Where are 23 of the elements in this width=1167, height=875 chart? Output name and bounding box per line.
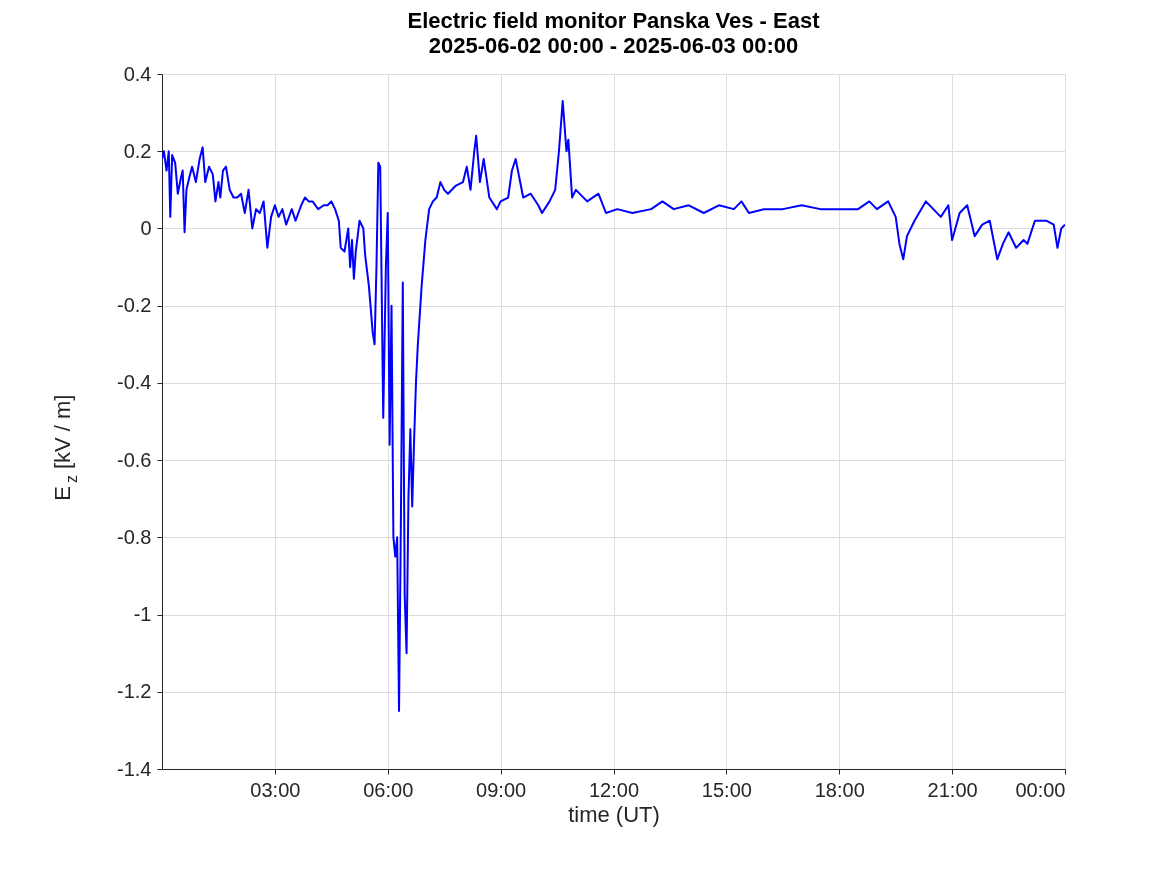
x-tick-label: 18:00 [814,778,865,801]
x-tick-label: 15:00 [701,778,752,801]
y-tick-label: -0.2 [117,294,152,317]
y-tick-label: 0.4 [123,62,152,85]
y-tick-label: -0.6 [117,448,152,471]
x-tick-label: 06:00 [363,778,414,801]
y-axis-title: Ez [kV / m] [50,394,80,501]
y-tick-label: 0.2 [123,139,152,162]
chart-title: Electric field monitor Panska Ves - East [407,8,821,33]
y-tick-label: -1.4 [117,757,152,780]
x-tick-label: 21:00 [927,778,978,801]
y-tick-label: -1.2 [117,680,152,703]
x-tick-label: 03:00 [250,778,301,801]
y-tick-label: 0 [140,216,152,239]
chart-subtitle: 2025-06-02 00:00 - 2025-06-03 00:00 [428,33,799,58]
x-tick-label: 12:00 [588,778,640,801]
y-tick-label: -1 [133,603,152,626]
line-series [162,100,1065,713]
y-tick-label: -0.8 [117,525,152,548]
y-tick-label: -0.4 [117,371,152,394]
x-axis-title: time (UT) [568,801,660,827]
x-tick-label: 09:00 [476,778,527,801]
x-tick-label: 00:00 [1015,778,1066,801]
